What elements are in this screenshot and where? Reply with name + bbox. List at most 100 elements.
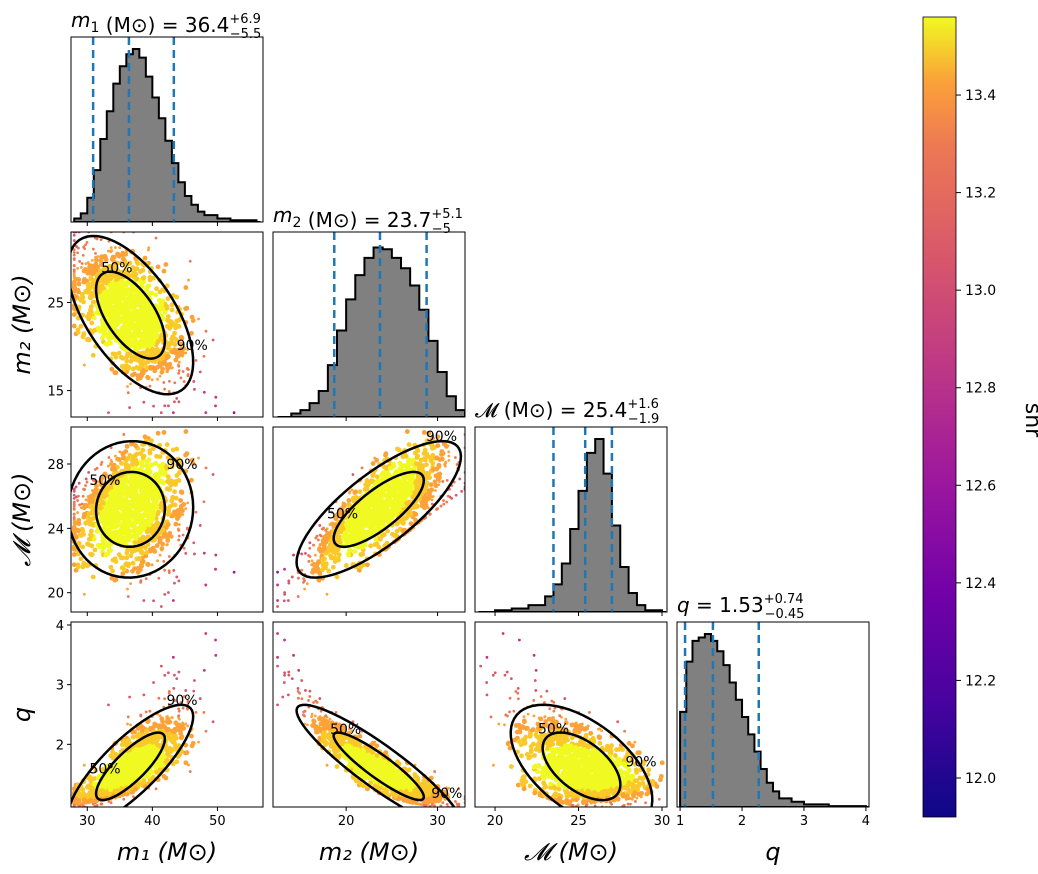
scatter-point (170, 513, 175, 519)
scatter-point (193, 552, 196, 556)
scatter-point (142, 255, 148, 261)
scatter-point (152, 318, 158, 324)
scatter-point (163, 404, 167, 408)
scatter-point (320, 538, 326, 543)
scatter-point (383, 466, 389, 471)
scatter-point (84, 477, 88, 481)
panel-m2-m2 (272, 231, 466, 421)
scatter-point (153, 474, 158, 480)
scatter-point (429, 445, 435, 451)
scatter-point (94, 483, 99, 489)
scatter-point (435, 476, 441, 482)
scatter-point (177, 360, 181, 364)
scatter-point (142, 481, 148, 487)
scatter-point (108, 534, 114, 540)
scatter-point (202, 668, 206, 672)
scatter-point (177, 529, 181, 532)
scatter-point (186, 501, 190, 505)
scatter-point (130, 338, 136, 344)
scatter-point (100, 277, 106, 283)
scatter-point (72, 248, 76, 252)
scatter-point (150, 563, 154, 567)
scatter-point (114, 509, 120, 514)
scatter-point (133, 479, 139, 485)
scatter-point (72, 502, 76, 506)
scatter-point (377, 507, 383, 512)
scatter-point (130, 734, 136, 740)
scatter-point (150, 545, 156, 551)
scatter-point (131, 488, 137, 494)
scatter-point (330, 564, 336, 570)
scatter-point (178, 489, 184, 495)
scatter-point (108, 333, 113, 339)
scatter-point (178, 346, 184, 352)
scatter-point (349, 528, 354, 534)
scatter-point (160, 366, 166, 372)
scatter-point (177, 364, 181, 368)
panel-m1-m1 (70, 36, 264, 226)
scatter-point (430, 498, 434, 502)
scatter-point (166, 591, 170, 594)
panel-content (478, 427, 666, 612)
scatter-point (77, 246, 80, 250)
scatter-point (114, 307, 120, 313)
scatter-point (120, 481, 126, 487)
scatter-point (114, 246, 117, 249)
scatter-point (322, 535, 326, 539)
scatter-point (150, 446, 156, 451)
scatter-point (204, 411, 208, 414)
scatter-point (197, 317, 200, 321)
scatter-point (364, 562, 370, 568)
scatter-point (177, 707, 181, 711)
scatter-point (103, 341, 109, 347)
scatter-point (366, 482, 371, 488)
scatter-point (137, 467, 143, 473)
scatter-point (178, 730, 184, 736)
scatter-point (348, 491, 351, 495)
scatter-point (343, 563, 349, 568)
scatter-point (392, 504, 398, 510)
scatter-point (107, 456, 111, 459)
scatter-point (106, 518, 111, 523)
scatter-point (141, 312, 147, 318)
scatter-point (177, 670, 181, 674)
scatter-point (186, 700, 190, 704)
scatter-point (73, 811, 76, 814)
scatter-point (114, 322, 120, 328)
scatter-point (168, 482, 174, 488)
scatter-point (112, 370, 118, 376)
scatter-point (106, 249, 110, 253)
panel-content (73, 37, 261, 222)
scatter-point (339, 522, 345, 528)
scatter-point (83, 488, 86, 491)
scatter-point (155, 407, 158, 410)
scatter-point (152, 404, 155, 408)
scatter-point (122, 797, 126, 801)
scatter-point (106, 464, 110, 468)
scatter-point (202, 354, 206, 358)
panel-frame (272, 231, 466, 418)
scatter-point (76, 289, 81, 295)
scatter-point (163, 592, 167, 596)
scatter-point (110, 254, 116, 260)
scatter-point (346, 552, 352, 558)
scatter-point (387, 488, 393, 494)
scatter-point (447, 454, 451, 458)
scatter-point (178, 503, 184, 509)
scatter-point (432, 479, 438, 485)
scatter-point (71, 546, 77, 552)
scatter-point (379, 500, 385, 506)
scatter-point (435, 507, 439, 511)
contour-90 (295, 439, 463, 579)
scatter-point (132, 729, 137, 735)
scatter-point (441, 480, 445, 483)
scatter-point (167, 379, 171, 383)
scatter-point (197, 456, 200, 460)
scatter-point (71, 552, 77, 557)
scatter-point (433, 483, 439, 489)
scatter-point (91, 490, 97, 496)
scatter-point (166, 508, 172, 513)
scatter-point (90, 259, 94, 262)
scatter-point (91, 802, 95, 806)
scatter-point (159, 503, 165, 509)
